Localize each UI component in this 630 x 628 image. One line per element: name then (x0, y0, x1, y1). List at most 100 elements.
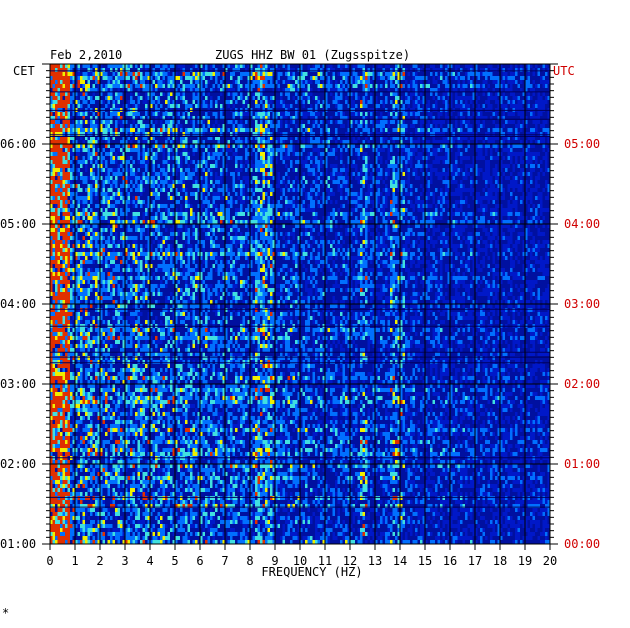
heatmap-cell (80, 80, 83, 84)
heatmap-cell (310, 140, 313, 144)
heatmap-cell (538, 84, 541, 88)
heatmap-cell (490, 112, 493, 116)
heatmap-cell (255, 188, 258, 192)
heatmap-cell (433, 72, 436, 76)
heatmap-cell (238, 64, 241, 68)
heatmap-cell (60, 168, 63, 172)
heatmap-cell (143, 160, 146, 164)
heatmap-cell (238, 188, 241, 192)
heatmap-cell (158, 168, 161, 172)
heatmap-cell (258, 128, 261, 132)
heatmap-cell (453, 132, 456, 136)
heatmap-cell (483, 100, 486, 104)
heatmap-cell (255, 100, 258, 104)
heatmap-cell (130, 132, 133, 136)
heatmap-cell (460, 92, 463, 96)
heatmap-cell (515, 112, 518, 116)
heatmap-cell (208, 124, 211, 128)
heatmap-cell (280, 140, 283, 144)
heatmap-cell (110, 152, 113, 156)
heatmap-cell (403, 140, 406, 144)
heatmap-cell (260, 96, 263, 100)
heatmap-cell (333, 80, 336, 84)
heatmap-cell (303, 128, 306, 132)
heatmap-cell (463, 72, 466, 76)
heatmap-cell (83, 124, 86, 128)
heatmap-cell (233, 140, 236, 144)
heatmap-cell (343, 168, 346, 172)
heatmap-cell (233, 160, 236, 164)
heatmap-cell (480, 160, 483, 164)
heatmap-cell (383, 144, 386, 148)
heatmap-cell (208, 180, 211, 184)
heatmap-cell (105, 64, 108, 68)
heatmap-cell (83, 168, 86, 172)
heatmap-cell (318, 176, 321, 180)
heatmap-cell (93, 140, 96, 144)
heatmap-cell (58, 76, 61, 80)
heatmap-cell (80, 128, 83, 132)
heatmap-cell (158, 92, 161, 96)
heatmap-cell (85, 104, 88, 108)
heatmap-cell (163, 188, 166, 192)
heatmap-cell (268, 80, 271, 84)
heatmap-cell (453, 144, 456, 148)
heatmap-cell (540, 132, 543, 136)
heatmap-cell (183, 120, 186, 124)
heatmap-cell (545, 84, 548, 88)
heatmap-cell (205, 76, 208, 80)
heatmap-cell (343, 176, 346, 180)
heatmap-cell (65, 124, 68, 128)
heatmap-cell (365, 168, 368, 172)
heatmap-cell (495, 140, 498, 144)
heatmap-cell (115, 180, 118, 184)
heatmap-cell (178, 76, 181, 80)
heatmap-cell (70, 192, 73, 196)
heatmap-cell (240, 172, 243, 176)
heatmap-cell (490, 72, 493, 76)
heatmap-cell (278, 112, 281, 116)
heatmap-cell (483, 96, 486, 100)
heatmap-cell (113, 148, 116, 152)
heatmap-cell (55, 180, 58, 184)
heatmap-cell (288, 188, 291, 192)
heatmap-cell (413, 172, 416, 176)
heatmap-cell (183, 176, 186, 180)
heatmap-cell (140, 92, 143, 96)
heatmap-cell (508, 64, 511, 68)
heatmap-cell (318, 84, 321, 88)
heatmap-cell (315, 152, 318, 156)
heatmap-cell (265, 120, 268, 124)
heatmap-cell (270, 92, 273, 96)
heatmap-cell (230, 124, 233, 128)
heatmap-cell (168, 112, 171, 116)
heatmap-cell (230, 128, 233, 132)
heatmap-cell (333, 172, 336, 176)
heatmap-cell (135, 156, 138, 160)
heatmap-cell (310, 128, 313, 132)
heatmap-cell (55, 64, 58, 68)
heatmap-cell (160, 160, 163, 164)
heatmap-cell (110, 148, 113, 152)
heatmap-cell (238, 140, 241, 144)
heatmap-cell (208, 144, 211, 148)
heatmap-cell (118, 184, 121, 188)
heatmap-cell (420, 128, 423, 132)
heatmap-cell (368, 96, 371, 100)
heatmap-cell (488, 148, 491, 152)
heatmap-cell (80, 72, 83, 76)
heatmap-cell (220, 120, 223, 124)
heatmap-cell (240, 76, 243, 80)
heatmap-cell (413, 164, 416, 168)
heatmap-cell (113, 144, 116, 148)
heatmap-cell (468, 152, 471, 156)
heatmap-cell (470, 148, 473, 152)
heatmap-cell (70, 100, 73, 104)
heatmap-cell (385, 100, 388, 104)
heatmap-cell (488, 144, 491, 148)
heatmap-cell (58, 84, 61, 88)
heatmap-cell (235, 132, 238, 136)
heatmap-cell (88, 188, 91, 192)
heatmap-cell (343, 132, 346, 136)
heatmap-cell (270, 96, 273, 100)
